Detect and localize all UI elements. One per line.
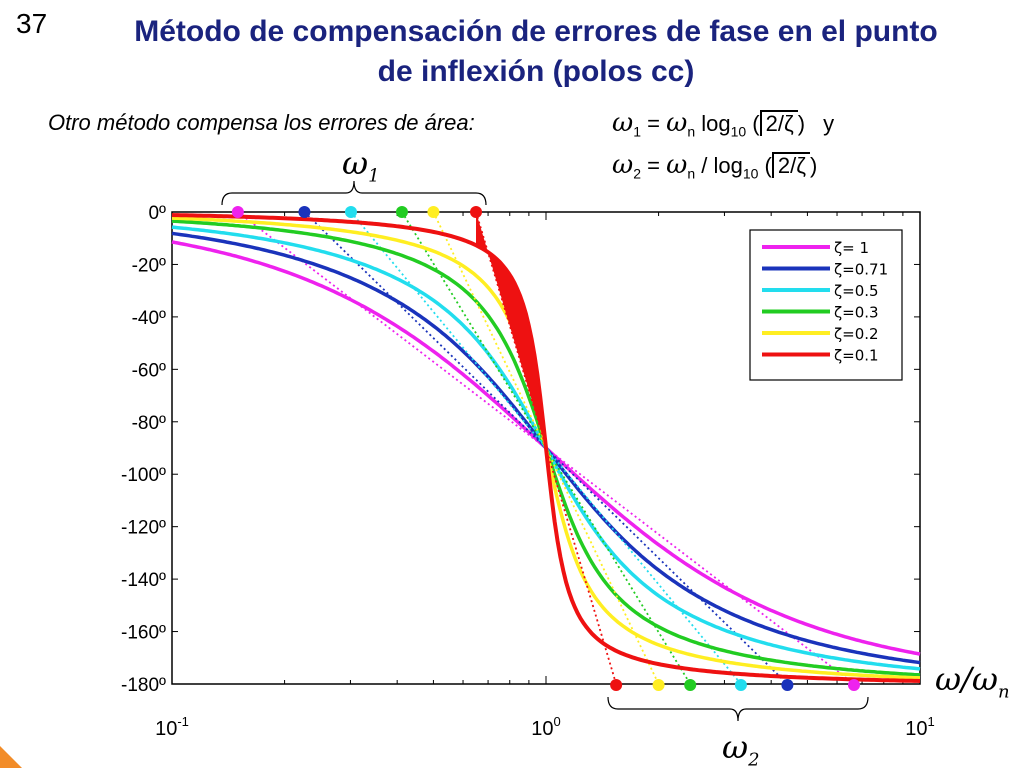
y-tick-label: -40º: [132, 308, 166, 329]
y-tick-label: -60º: [132, 360, 166, 381]
formula-w1-wn: ω: [666, 108, 688, 138]
omega2-subscript: 2: [748, 749, 760, 770]
omega1-label: ω1: [342, 144, 380, 186]
y-tick-label: -160º: [121, 623, 166, 644]
formula-w2-log-sub: 10: [742, 165, 759, 182]
w1-marker: [231, 206, 244, 218]
omega1-symbol: ω: [342, 144, 369, 182]
formula-w1-eq: =: [647, 111, 660, 136]
y-tick-label: 0º: [148, 203, 166, 224]
w2-marker: [684, 679, 697, 691]
formula-w2-eq: =: [647, 153, 660, 178]
omega2-label: ω2: [722, 728, 760, 770]
y-tick-label: -120º: [121, 518, 166, 539]
formula-w2-wn: ω: [666, 150, 688, 180]
formula-w2-div: /: [701, 153, 708, 178]
y-tick-label: -100º: [121, 465, 166, 486]
legend-label: ζ=0.71: [834, 261, 888, 279]
omega2-symbol: ω: [722, 728, 749, 766]
w1-marker: [427, 206, 440, 218]
formula-w1-close: ): [797, 111, 806, 136]
x-axis-label-sub: n: [997, 681, 1010, 703]
formula-w1-lhs-sub: 1: [633, 123, 641, 140]
w2-marker: [652, 679, 665, 691]
series-approx-line: [237, 211, 855, 685]
title-line-2: de inflexión (polos cc): [377, 55, 695, 88]
omega2-brace: [607, 696, 869, 722]
formula-w2-close: ): [809, 153, 818, 178]
formula-w1-lhs: ω: [612, 108, 634, 138]
y-tick-label: -20º: [132, 255, 166, 276]
omega1-subscript: 1: [368, 165, 380, 187]
formula-w1-open: (: [752, 111, 760, 136]
omega1-brace: [221, 180, 487, 206]
formula-w1-log: log: [701, 111, 731, 136]
corner-decoration: [0, 746, 22, 768]
formula-w2-sqrt: 2/ζ: [771, 152, 810, 178]
legend-label: ζ=0.1: [834, 347, 879, 365]
formula-w2-lhs-sub: 2: [633, 165, 641, 182]
title-line-1: Método de compensación de errores de fas…: [134, 15, 938, 48]
w1-marker: [395, 206, 408, 218]
y-tick-label: -140º: [121, 570, 166, 591]
formula-w1-sqrt: 2/ζ: [759, 110, 798, 136]
formula-w1-log-sub: 10: [730, 123, 747, 140]
area-error-fill: [476, 212, 546, 448]
formula-w2-lhs: ω: [612, 150, 634, 180]
x-tick-label: 100: [531, 714, 560, 740]
formula-omega2: ω2 = ωn / log10 (2/ζ): [612, 150, 817, 181]
formula-omega1: ω1 = ωn log10 (2/ζ) y: [612, 108, 834, 139]
intro-text: Otro método compensa los errores de área…: [48, 110, 475, 135]
w1-marker: [344, 206, 357, 218]
x-axis-label-text: ω/ω: [935, 660, 998, 698]
formula-w1-wn-sub: n: [687, 123, 696, 140]
slide-number: 37: [16, 8, 48, 39]
formula-w2-wn-sub: n: [687, 165, 696, 182]
w1-marker: [470, 206, 483, 218]
w1-marker: [298, 206, 311, 218]
x-tick-label: 10-1: [155, 714, 189, 740]
x-axis-label: ω/ωn: [935, 660, 1010, 702]
legend-label: ζ=0.3: [834, 304, 879, 322]
page-title: Método de compensación de errores de fas…: [56, 12, 1016, 92]
legend-label: ζ=0.2: [834, 325, 879, 343]
w2-marker: [734, 679, 747, 691]
legend-label: ζ=0.5: [834, 282, 879, 300]
formula-and: y: [823, 111, 835, 136]
y-tick-label: -80º: [132, 413, 166, 434]
legend-label: ζ= 1: [834, 239, 869, 257]
w2-marker: [610, 679, 623, 691]
w2-marker: [847, 679, 860, 691]
y-tick-label: -180º: [121, 675, 166, 696]
series-approx-line: [475, 211, 617, 685]
formula-w2-log: log: [713, 153, 743, 178]
formula-w2-open: (: [764, 153, 772, 178]
x-tick-label: 101: [905, 714, 934, 740]
legend-box: [749, 229, 903, 381]
w2-marker: [781, 679, 794, 691]
